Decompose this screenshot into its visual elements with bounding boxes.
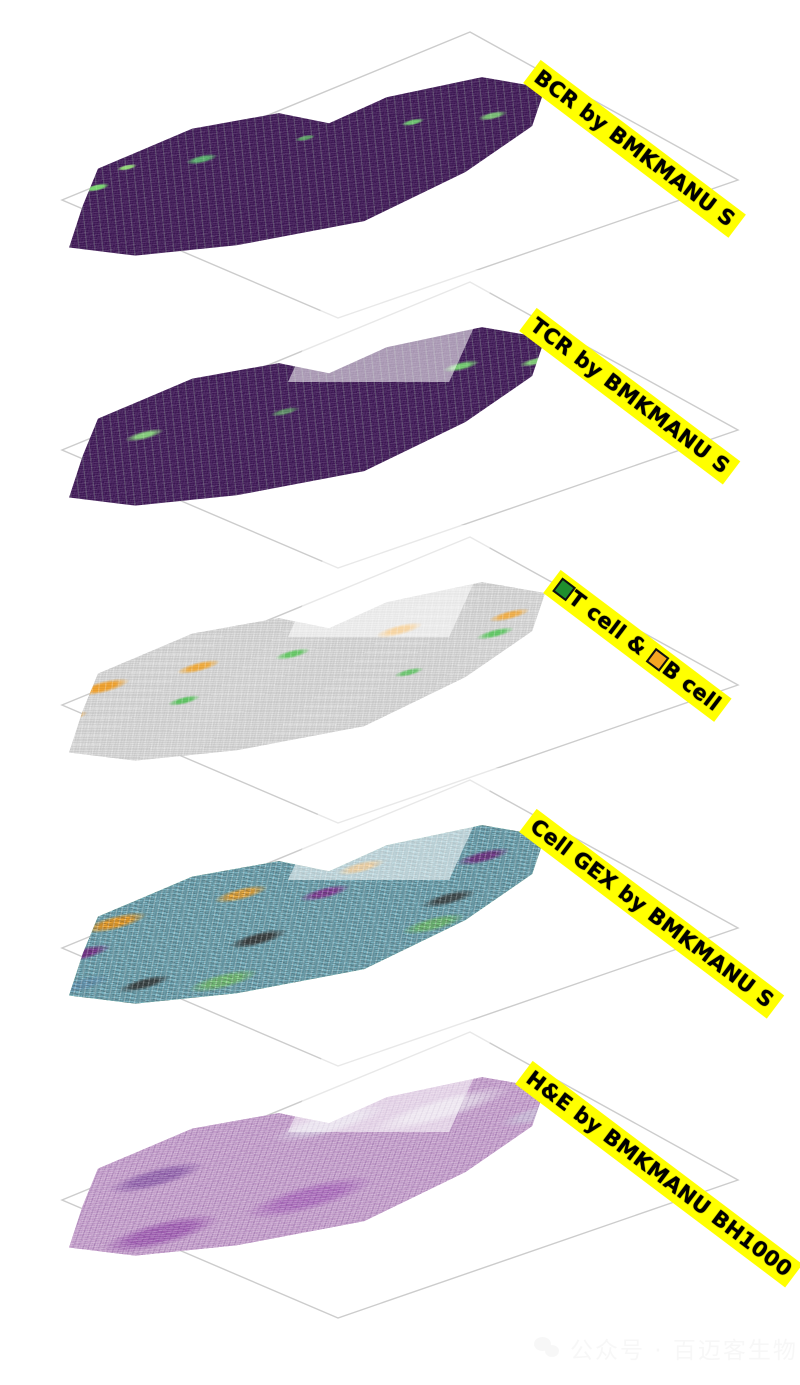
layer-he[interactable]: H&E by BMKMANU BH1000: [0, 1000, 800, 1330]
wechat-icon: [534, 1337, 561, 1359]
watermark: 公众号 · 百迈客生物: [534, 1331, 798, 1365]
tissue-he: [130, 1018, 690, 1308]
watermark-text: 公众号 · 百迈客生物: [570, 1338, 798, 1364]
ampersand-label: &: [622, 629, 652, 661]
